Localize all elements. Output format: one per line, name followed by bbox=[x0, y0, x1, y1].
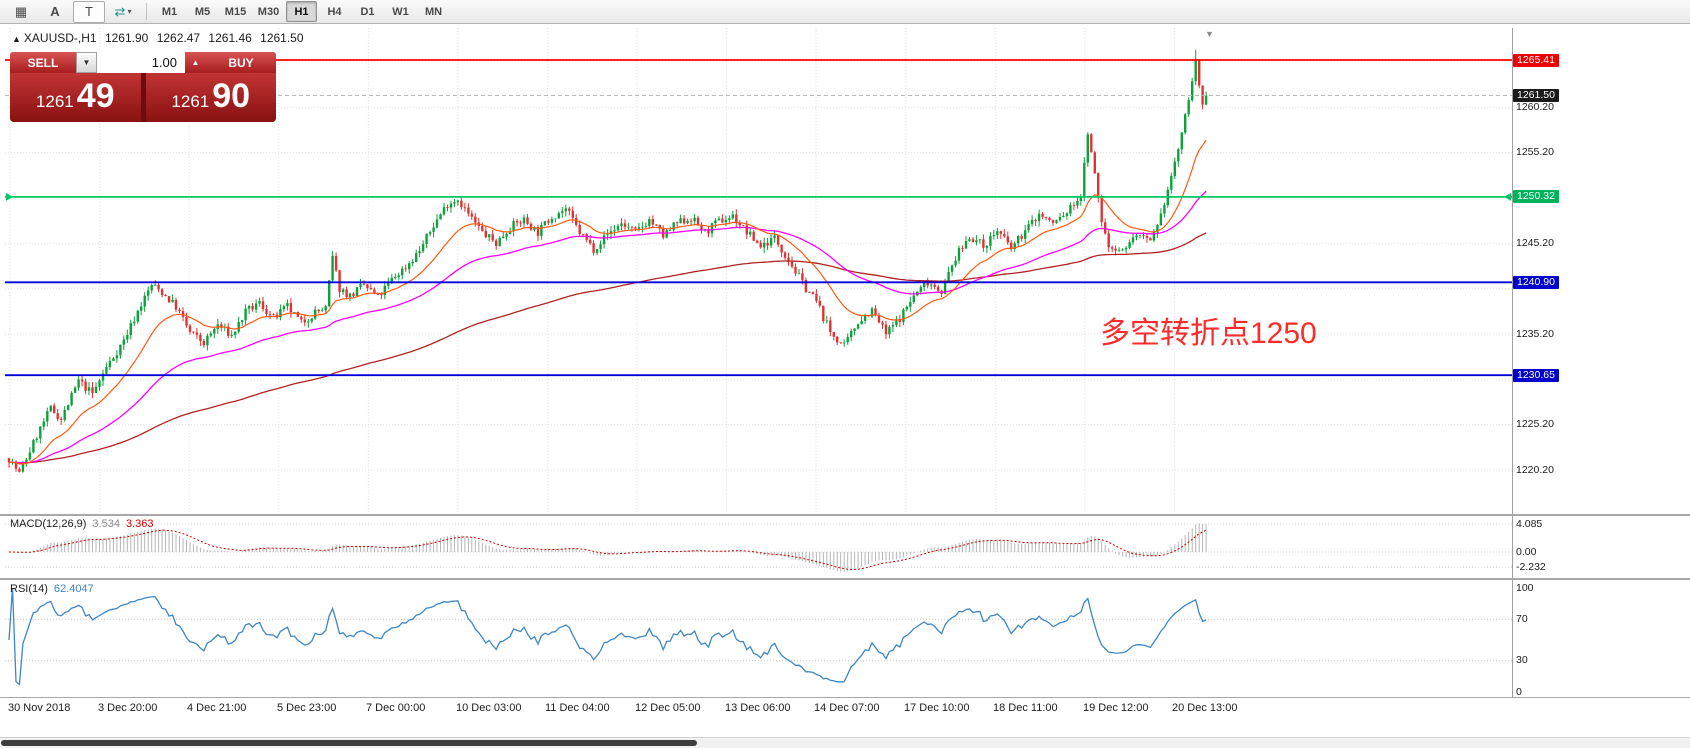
price-level-badge: 1261.50 bbox=[1513, 89, 1559, 102]
time-axis-label: 18 Dec 11:00 bbox=[993, 702, 1058, 714]
buy-price-pips: 90 bbox=[212, 77, 251, 115]
time-axis-label: 5 Dec 23:00 bbox=[277, 702, 337, 714]
time-axis-label: 20 Dec 13:00 bbox=[1172, 702, 1238, 714]
chevron-up-icon: ▲ bbox=[191, 57, 200, 67]
rsi-splitter[interactable] bbox=[0, 578, 1690, 580]
text-label-icon: T bbox=[85, 4, 93, 19]
rsi-panel[interactable] bbox=[5, 580, 1512, 697]
price-axis-label: 1245.20 bbox=[1516, 236, 1554, 249]
buy-price-display[interactable]: 1261 90 bbox=[145, 73, 276, 122]
tf-button-h1[interactable]: H1 bbox=[286, 1, 317, 22]
price-axis-label: 1260.20 bbox=[1516, 100, 1554, 113]
chart-annotation-text: 多空转折点1250 bbox=[1100, 317, 1317, 350]
time-axis-label: 4 Dec 21:00 bbox=[187, 702, 247, 714]
tf-button-mn[interactable]: MN bbox=[424, 5, 443, 18]
open-value: 1261.90 bbox=[104, 31, 149, 45]
high-value: 1262.47 bbox=[156, 31, 201, 45]
horizontal-scrollbar-thumb[interactable] bbox=[1, 740, 697, 746]
price-level-badge: 1265.41 bbox=[1513, 53, 1559, 67]
grid-icon-button[interactable]: ▦ bbox=[5, 1, 37, 23]
time-axis-label: 13 Dec 06:00 bbox=[725, 702, 791, 714]
font-tool-button[interactable]: A bbox=[39, 1, 71, 23]
rsi-header: RSI(14) 62.4047 bbox=[10, 583, 100, 595]
price-level-badge: 1250.32 bbox=[1513, 190, 1559, 204]
rsi-axis-label: 100 bbox=[1516, 581, 1534, 594]
macd-scale[interactable]: 4.085 0.00 -2.232 bbox=[1513, 516, 1689, 578]
time-axis-label: 7 Dec 00:00 bbox=[366, 702, 426, 714]
tf-button-h4[interactable]: H4 bbox=[327, 5, 342, 18]
sell-price-pips: 49 bbox=[76, 77, 115, 115]
tf-button-w1[interactable]: W1 bbox=[392, 5, 409, 18]
chart-shift-marker[interactable]: ▼ bbox=[1205, 29, 1214, 39]
toolbar: ▦ A T ⇄ ▾ M1 M5 M15 M30 H1 H4 D1 W1 MN bbox=[0, 0, 1690, 24]
macd-main-value: 3.534 bbox=[92, 518, 120, 530]
time-axis-label: 17 Dec 10:00 bbox=[904, 702, 970, 714]
time-axis-separator bbox=[0, 697, 1690, 698]
macd-axis-label: 4.085 bbox=[1516, 517, 1543, 530]
grid-icon: ▦ bbox=[14, 4, 28, 19]
rsi-value: 62.4047 bbox=[53, 583, 94, 595]
timeframe-buttons: M1 M5 M15 M30 H1 H4 D1 W1 MN bbox=[154, 1, 449, 22]
tf-button-m30[interactable]: M30 bbox=[257, 5, 280, 18]
direction-up-icon: ▲ bbox=[12, 34, 21, 44]
buy-price-main: 1261 bbox=[171, 92, 210, 111]
price-level-badge: 1240.90 bbox=[1513, 275, 1559, 289]
cycle-symbols-button[interactable]: ⇄ ▾ bbox=[107, 1, 139, 23]
symbol-period-label: XAUUSD-,H1 bbox=[23, 31, 97, 45]
ohlc-header: ▲ XAUUSD-,H1 1261.90 1262.47 1261.46 1261… bbox=[12, 31, 309, 45]
lot-decrease-button[interactable]: ▼ bbox=[76, 52, 97, 73]
macd-splitter[interactable] bbox=[0, 514, 1690, 516]
tf-button-d1[interactable]: D1 bbox=[360, 5, 375, 18]
close-value: 1261.50 bbox=[260, 31, 304, 45]
macd-axis-label: 0.00 bbox=[1516, 545, 1537, 558]
rsi-name-label: RSI(14) bbox=[10, 583, 48, 595]
price-axis-label: 1255.20 bbox=[1516, 146, 1554, 159]
lot-increase-button[interactable]: ▲ bbox=[185, 52, 206, 73]
macd-header: MACD(12,26,9) 3.534 3.363 bbox=[10, 518, 159, 530]
price-level-badge: 1230.65 bbox=[1513, 368, 1559, 382]
macd-name-label: MACD(12,26,9) bbox=[10, 518, 87, 530]
tf-button-m15[interactable]: M15 bbox=[224, 5, 247, 18]
sell-price-main: 1261 bbox=[35, 92, 74, 111]
time-axis-label: 30 Nov 2018 bbox=[8, 702, 71, 714]
time-axis-label: 11 Dec 04:00 bbox=[545, 702, 610, 714]
chevron-down-icon: ▾ bbox=[127, 7, 132, 16]
buy-button[interactable]: BUY bbox=[206, 52, 276, 73]
sell-price-display[interactable]: 1261 49 bbox=[10, 73, 141, 122]
toolbar-separator bbox=[146, 3, 147, 20]
tf-button-m1[interactable]: M1 bbox=[161, 5, 178, 18]
text-label-button[interactable]: T bbox=[73, 0, 105, 23]
price-scale-separator bbox=[1512, 28, 1513, 698]
time-axis-label: 12 Dec 05:00 bbox=[635, 702, 701, 714]
macd-panel[interactable] bbox=[5, 516, 1512, 578]
price-axis-label: 1225.20 bbox=[1516, 418, 1554, 431]
macd-axis-label: -2.232 bbox=[1516, 560, 1546, 573]
time-axis-label: 10 Dec 03:00 bbox=[456, 702, 522, 714]
horizontal-scrollbar-track[interactable] bbox=[0, 737, 1690, 748]
time-axis[interactable]: 30 Nov 2018 3 Dec 20:00 4 Dec 21:00 5 Dec 2… bbox=[5, 698, 1512, 724]
macd-signal-value: 3.363 bbox=[125, 518, 154, 530]
time-axis-label: 19 Dec 12:00 bbox=[1083, 702, 1149, 714]
rsi-scale[interactable]: 100 70 30 0 bbox=[1513, 580, 1689, 698]
tf-button-m5[interactable]: M5 bbox=[194, 5, 211, 18]
price-axis-label: 1220.20 bbox=[1516, 463, 1554, 476]
rsi-axis-label: 30 bbox=[1516, 654, 1528, 667]
one-click-trading-panel: SELL ▼ ▲ BUY 1261 49 1261 90 bbox=[10, 52, 276, 122]
rsi-axis-label: 0 bbox=[1516, 685, 1522, 698]
cycle-arrows-icon: ⇄ bbox=[114, 4, 126, 19]
lot-size-input[interactable] bbox=[97, 52, 185, 73]
sell-button[interactable]: SELL bbox=[10, 52, 76, 73]
font-icon: A bbox=[50, 4, 60, 19]
price-axis-label: 1235.20 bbox=[1516, 327, 1554, 340]
price-scale[interactable]: 1260.20 1255.20 1245.20 1235.20 1225.20 1220.… bbox=[1513, 28, 1689, 514]
time-axis-label: 14 Dec 07:00 bbox=[814, 702, 880, 714]
rsi-axis-label: 70 bbox=[1516, 612, 1528, 625]
time-axis-label: 3 Dec 20:00 bbox=[98, 702, 158, 714]
chevron-down-icon: ▼ bbox=[82, 57, 91, 67]
low-value: 1261.46 bbox=[208, 31, 252, 45]
